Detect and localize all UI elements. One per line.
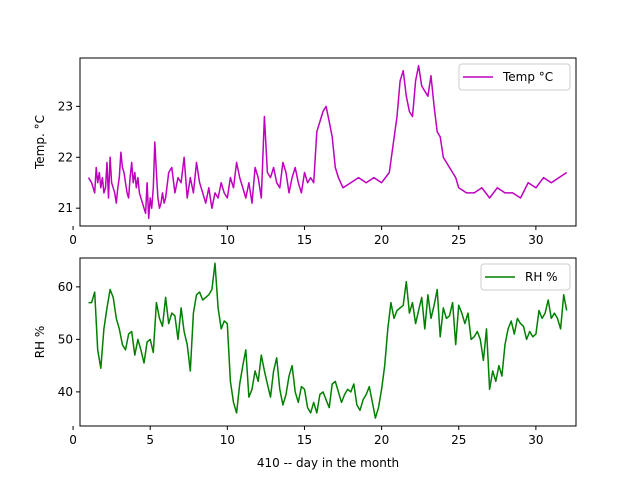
temperature-x-tick-label: 10	[220, 233, 235, 247]
humidity-y-axis-label: RH %	[33, 326, 47, 359]
humidity-panel: 0 5 10 15 20 25 30 40 50 60 RH % 410 -- day in t…	[33, 257, 577, 470]
temperature-x-tick-label: 5	[146, 233, 154, 247]
temperature-x-tick-label: 20	[374, 233, 389, 247]
temperature-panel: 0 5 10 15 20 25 30 21 22 23 Temp. °C Temp °C	[33, 57, 577, 247]
humidity-plot-area	[88, 262, 568, 419]
temperature-x-tick-label: 15	[297, 233, 312, 247]
humidity-x-tick-label: 5	[146, 433, 154, 447]
humidity-x-tick-label: 30	[528, 433, 543, 447]
temperature-legend: Temp °C	[458, 63, 571, 91]
humidity-x-axis-label: 410 -- day in the month	[257, 456, 399, 470]
temperature-series-line	[87, 64, 568, 220]
humidity-legend: RH %	[480, 263, 571, 291]
humidity-axes-frame	[79, 257, 577, 427]
humidity-legend-label: RH %	[525, 270, 558, 284]
humidity-y-tick-label: 50	[58, 332, 73, 346]
temperature-x-tick-label: 0	[69, 233, 77, 247]
temperature-plot-area	[87, 64, 568, 220]
humidity-legend-box	[480, 263, 571, 291]
temperature-x-tick-label: 30	[528, 233, 543, 247]
humidity-x-tick-label: 10	[220, 433, 235, 447]
humidity-x-tick-label: 25	[451, 433, 466, 447]
temperature-legend-label: Temp °C	[502, 70, 553, 84]
humidity-series-line	[88, 262, 568, 419]
temperature-y-axis-label: Temp. °C	[33, 115, 47, 170]
temperature-y-tick-label: 23	[58, 99, 73, 113]
temperature-axes-frame	[79, 57, 577, 227]
humidity-y-tick-label: 60	[58, 280, 73, 294]
temperature-x-tick-label: 25	[451, 233, 466, 247]
humidity-y-ticks: 40 50 60	[58, 280, 80, 399]
temperature-y-tick-label: 22	[58, 150, 73, 164]
humidity-x-tick-label: 15	[297, 433, 312, 447]
temperature-y-ticks: 21 22 23	[58, 99, 80, 215]
temperature-legend-box	[458, 63, 571, 91]
humidity-x-ticks: 0 5 10 15 20 25 30	[69, 426, 544, 447]
humidity-x-tick-label: 0	[69, 433, 77, 447]
temperature-x-ticks: 0 5 10 15 20 25 30	[69, 226, 544, 247]
humidity-x-tick-label: 20	[374, 433, 389, 447]
temperature-y-tick-label: 21	[58, 201, 73, 215]
humidity-y-tick-label: 40	[58, 385, 73, 399]
